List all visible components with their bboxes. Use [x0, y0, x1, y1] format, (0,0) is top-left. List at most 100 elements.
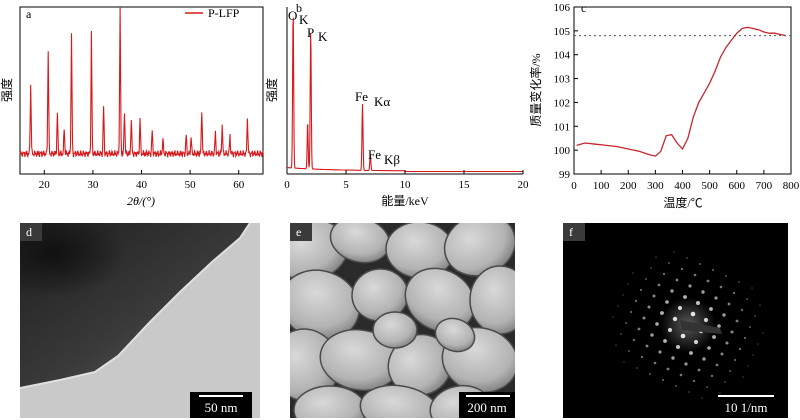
panel-f-spot	[722, 313, 726, 317]
panel-b-x-tick-label: 5	[343, 179, 349, 191]
panel-f-spot	[696, 301, 700, 305]
panel-a-x-tick-label: 50	[185, 179, 197, 191]
panel-f-spot	[729, 370, 731, 372]
panel-f-spot	[655, 322, 659, 326]
panel-f-spot	[650, 333, 654, 337]
panel-f-spot	[627, 283, 629, 285]
panel-c-x-tick-label: 500	[701, 180, 718, 192]
panel-f-spot	[671, 356, 675, 360]
panel-f-spot	[657, 283, 661, 287]
panel-f-diffraction-spots	[612, 251, 764, 399]
panel-f-spot	[738, 281, 740, 283]
panel-f-spot	[645, 278, 647, 280]
panel-f-spot	[701, 290, 705, 294]
panel-f-spot	[642, 316, 646, 320]
panel-a-x-axis: 20 30 40 50 60	[39, 170, 245, 191]
panel-e: e 200 nm	[290, 223, 515, 418]
panel-d-scalebar-label: 50 nm	[205, 400, 238, 415]
panel-a-xrd-series	[19, 7, 264, 159]
panel-f-spot	[693, 273, 697, 277]
panel-f-spot	[747, 365, 749, 367]
panel-b-x-label: 能量/keV	[381, 194, 429, 208]
annotation-p-symbol: P	[307, 25, 314, 40]
panel-f-spot	[660, 311, 664, 315]
panel-f-spot	[675, 278, 679, 282]
panel-f-spot	[732, 291, 736, 295]
panel-f-spot	[679, 373, 683, 377]
panel-f-spot	[652, 294, 656, 298]
panel-d: d 50 nm	[20, 223, 260, 418]
panel-f-spot	[683, 295, 687, 299]
panel-c: c 0 100 200 300 400 500 600 700 800 99 100 101 102 1…	[528, 1, 800, 210]
panel-f-spot	[666, 367, 670, 371]
panel-f-spot	[617, 305, 619, 307]
annotation-fe-ka-line: Kα	[374, 94, 390, 109]
panel-b-x-tick-label: 10	[400, 179, 412, 191]
panel-c-y-tick-label: 100	[554, 145, 571, 157]
panel-f-spot	[647, 305, 651, 309]
panel-f-spot	[688, 284, 692, 288]
panel-f-spot	[690, 311, 696, 317]
panel-f-spot	[710, 374, 714, 378]
panel-c-x-tick-label: 200	[620, 180, 637, 192]
panel-f-spot	[746, 298, 748, 300]
panel-f-spot	[677, 305, 683, 311]
panel-f-spot	[701, 397, 703, 399]
panel-a-x-tick-label: 20	[39, 179, 51, 191]
panel-f-spot	[632, 338, 636, 342]
panel-c-y-label: 质量变化率/%	[528, 53, 543, 126]
panel-c-tga-series	[576, 26, 786, 157]
panel-f-spot	[733, 358, 737, 362]
panel-f-spot	[725, 341, 729, 345]
panel-f-spot	[699, 263, 701, 265]
panel-f-spot	[711, 268, 715, 272]
panel-f-spot	[735, 319, 739, 323]
panel-f-spot	[697, 368, 701, 372]
panel-b-x-axis: 0 5 10 15 20	[284, 170, 529, 191]
panel-f: f 10 1/nm	[563, 223, 788, 418]
panel-f-spot	[655, 256, 657, 258]
panel-f-spot	[724, 381, 726, 383]
panel-f-beam-stop	[680, 320, 722, 334]
panel-a-legend-label: P-LFP	[208, 6, 240, 20]
panel-e-letter: e	[296, 225, 301, 239]
panel-f-spot	[712, 335, 716, 339]
panel-f-spot	[637, 327, 641, 331]
panel-f-spot	[649, 373, 651, 375]
panel-f-spot	[673, 251, 675, 253]
panel-e-scalebar-label: 200 nm	[467, 400, 506, 415]
panel-f-spot	[684, 362, 688, 366]
panel-e-grain	[434, 317, 476, 353]
panel-c-y-tick-label: 102	[554, 97, 571, 109]
panel-f-spot	[706, 386, 708, 388]
panel-b-x-tick-label: 0	[284, 179, 290, 191]
panel-c-y-tick-label: 99	[559, 169, 571, 181]
panel-f-spot	[686, 257, 688, 259]
panel-b: b 0 5 10 15 20 O K P K Fe Kα Fe Kβ 能量/keV 强度	[264, 1, 529, 208]
panel-f-spot	[632, 272, 634, 274]
panel-f-spot	[757, 343, 759, 345]
panel-c-y-tick-label: 105	[554, 26, 571, 38]
panel-c-x-axis: 0 100 200 300 400 500 600 700 800	[571, 170, 800, 192]
panel-f-spot	[709, 307, 713, 311]
panel-e-letter-box	[290, 223, 312, 241]
panel-f-spot	[692, 379, 696, 383]
panel-f-spot	[668, 262, 670, 264]
panel-b-x-tick-label: 20	[518, 179, 530, 191]
panel-f-spot	[707, 346, 711, 350]
panel-f-spot	[703, 317, 709, 323]
panel-c-x-tick-label: 400	[674, 180, 691, 192]
panel-f-spot	[615, 344, 617, 346]
panel-f-spot	[670, 289, 674, 293]
panel-a-letter: a	[26, 7, 32, 21]
panel-f-spot	[720, 352, 724, 356]
panel-f-spot	[693, 339, 699, 345]
panel-f-spot	[725, 275, 727, 277]
panel-f-spot	[650, 267, 652, 269]
panel-f-spot	[762, 332, 764, 334]
panel-f-spot	[742, 376, 744, 378]
panel-f-spot	[640, 355, 644, 359]
panel-f-spot	[688, 391, 690, 393]
panel-f-spot	[754, 315, 756, 317]
panel-a: a P-LFP 20 30 40 50 60 2θ/(°) 强度	[0, 6, 264, 208]
